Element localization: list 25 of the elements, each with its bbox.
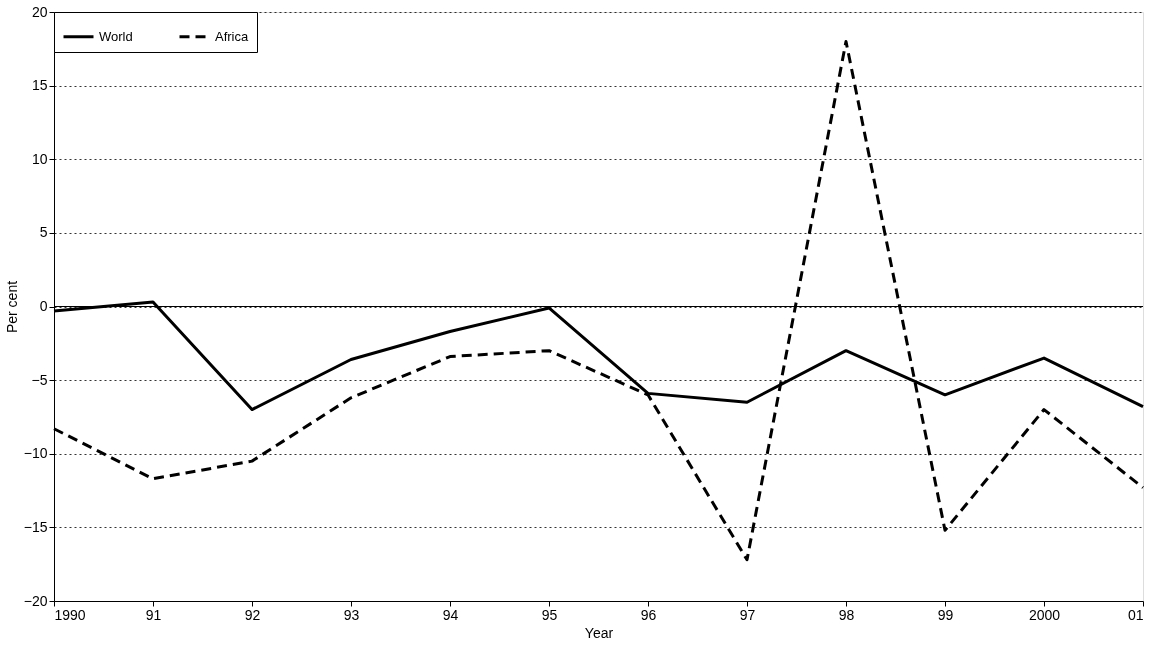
x-tick-label: 97 bbox=[739, 606, 756, 623]
x-tick-label: 92 bbox=[244, 606, 261, 623]
x-tick-label: 95 bbox=[541, 606, 558, 623]
x-tick-label: 1990 bbox=[54, 606, 86, 623]
x-tick-label: 96 bbox=[640, 606, 657, 623]
x-tick-label: 94 bbox=[442, 606, 459, 623]
x-tick-label: 98 bbox=[838, 606, 855, 623]
x-tick-label: 99 bbox=[937, 606, 954, 623]
y-tick-label: −20 bbox=[23, 592, 48, 609]
x-tick-label: 93 bbox=[343, 606, 360, 623]
y-axis-title: Per cent bbox=[3, 280, 20, 334]
x-tick-label: 01 bbox=[1127, 606, 1144, 623]
y-tick-label: −5 bbox=[31, 371, 48, 388]
y-tick-label: 10 bbox=[31, 150, 48, 167]
legend-label: Africa bbox=[215, 28, 249, 44]
legend-label: World bbox=[99, 28, 133, 44]
y-tick-label: 5 bbox=[39, 224, 48, 241]
y-tick-label: −15 bbox=[23, 518, 48, 535]
y-tick-label: 20 bbox=[31, 3, 48, 20]
x-tick-label: 91 bbox=[145, 606, 162, 623]
x-tick-label: 2000 bbox=[1028, 606, 1061, 623]
y-tick-label: 0 bbox=[39, 298, 48, 314]
y-tick-label: 15 bbox=[31, 77, 48, 94]
x-axis-title: Year bbox=[584, 624, 614, 641]
y-tick-label: −10 bbox=[23, 445, 48, 462]
